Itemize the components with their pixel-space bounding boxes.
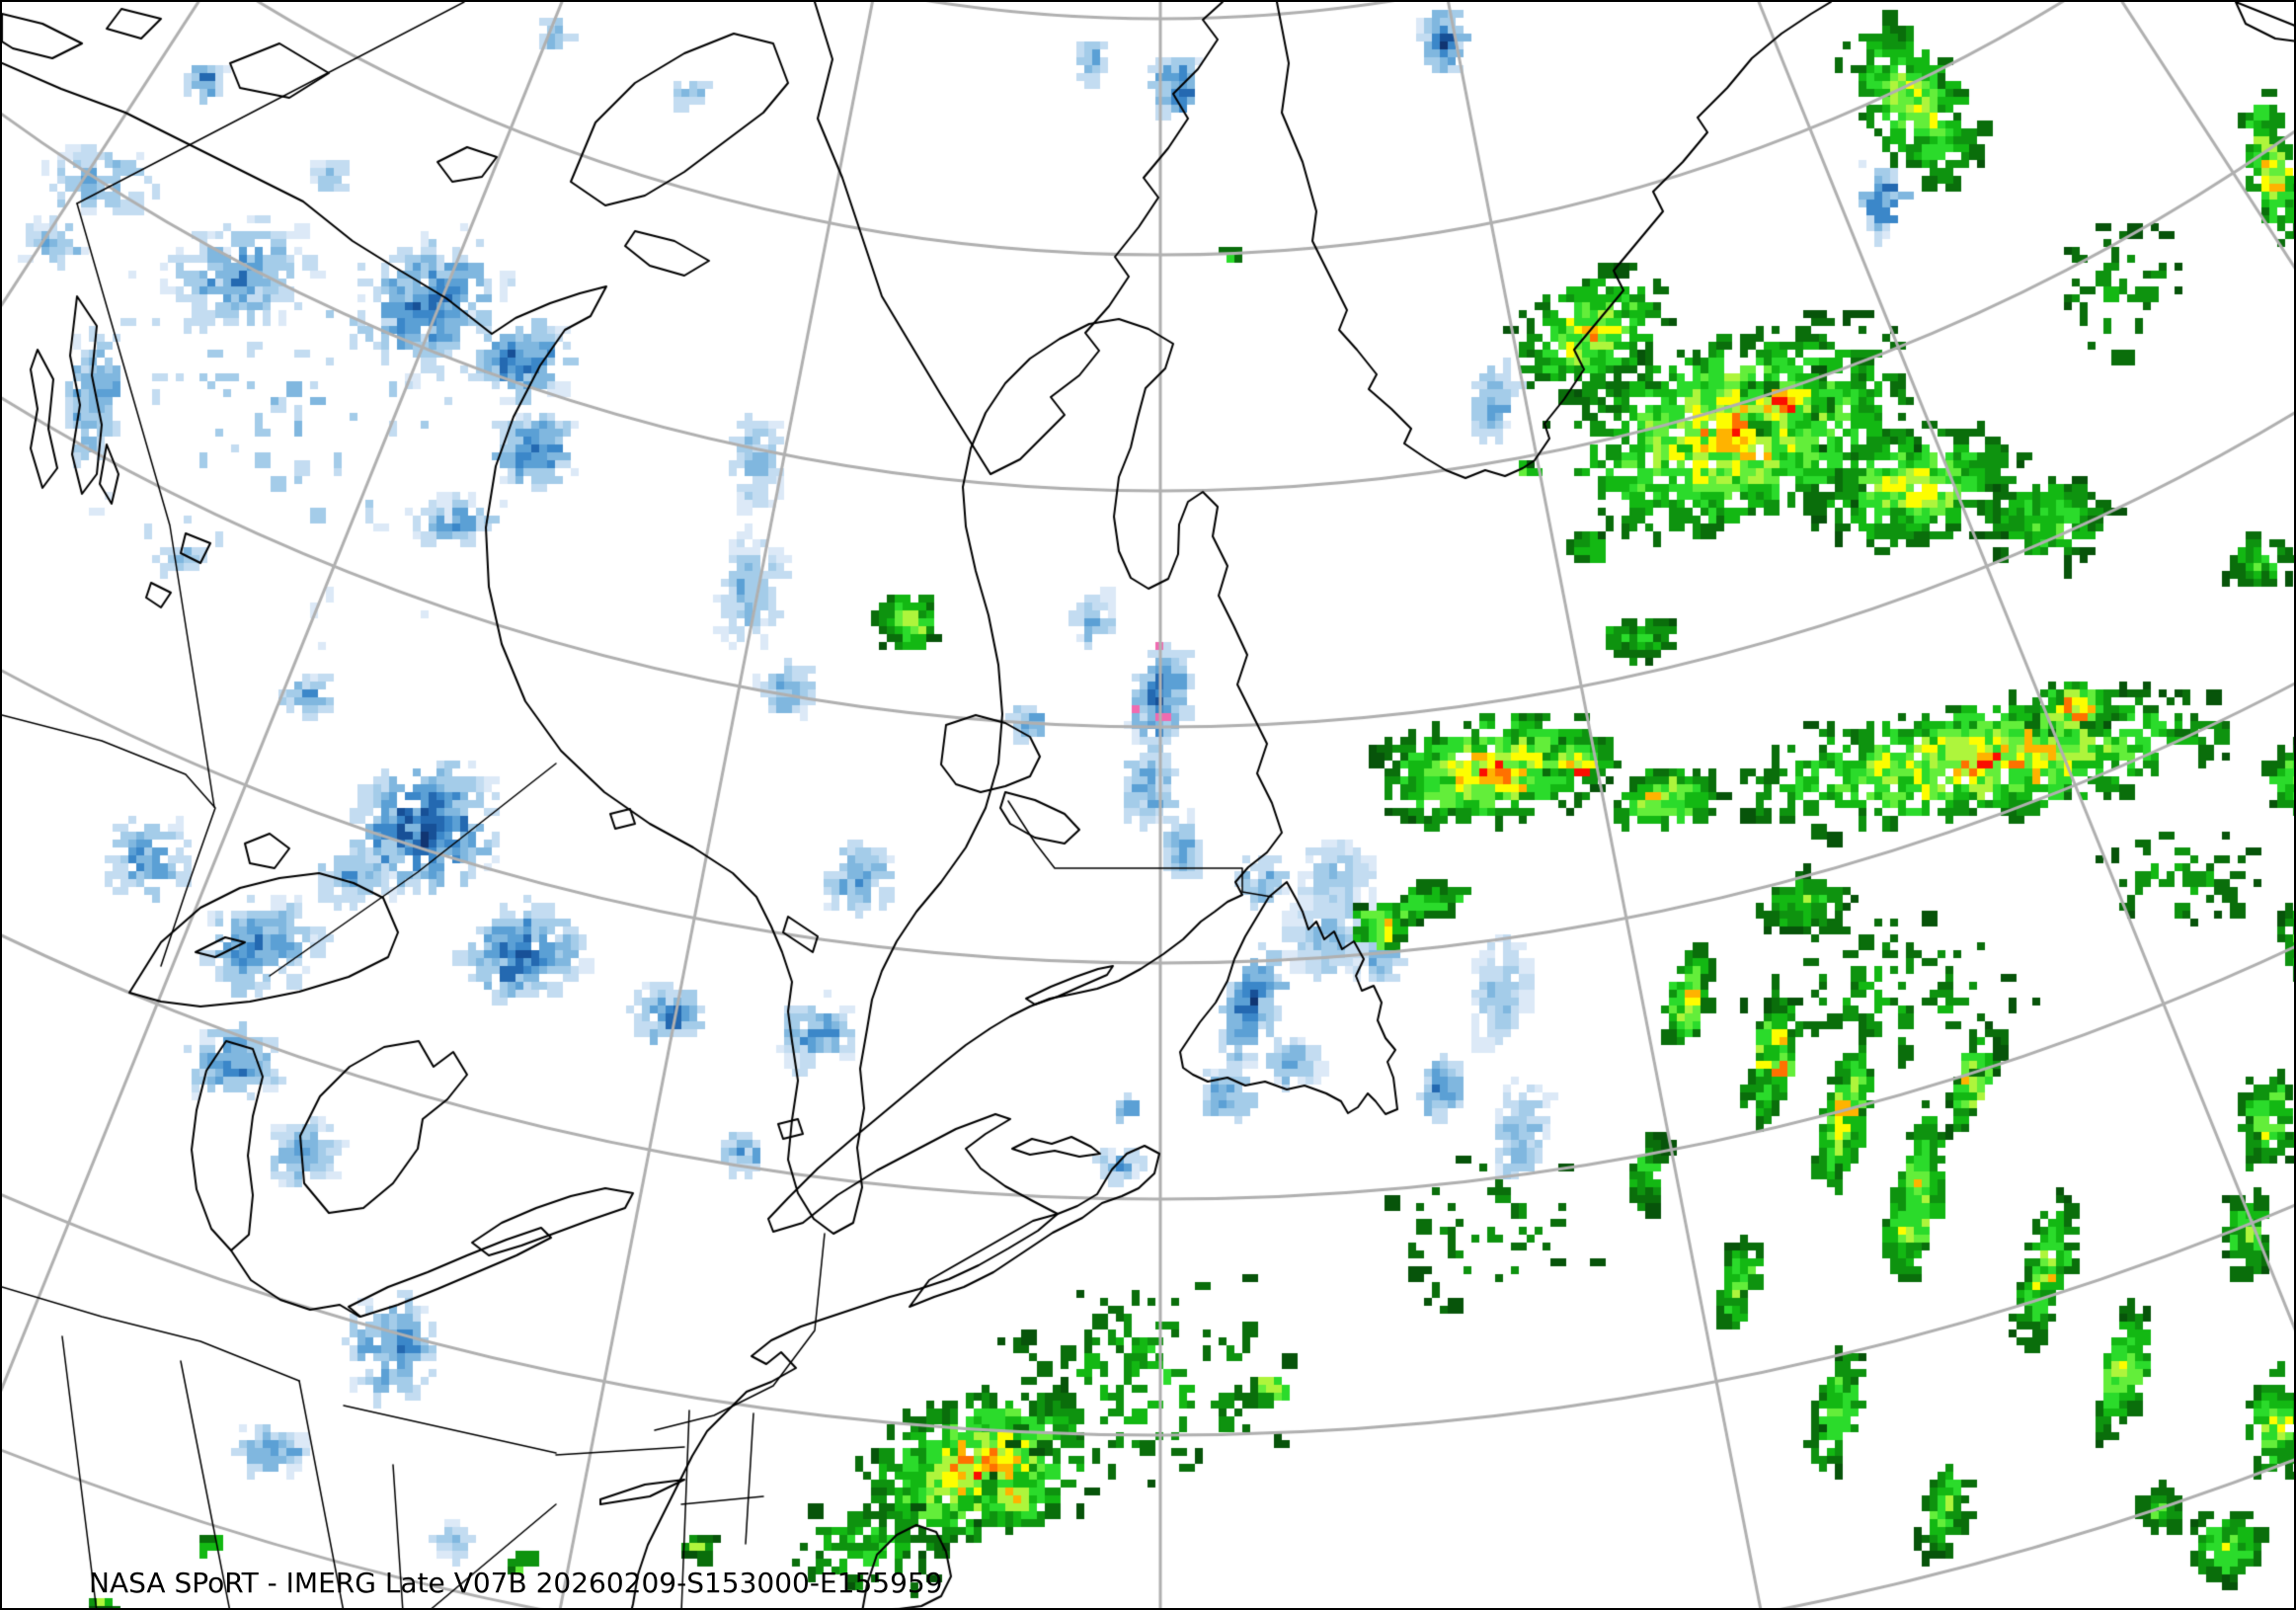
map-title: NASA SPoRT - IMERG Late V07B 20260209-S1… <box>89 1567 943 1599</box>
